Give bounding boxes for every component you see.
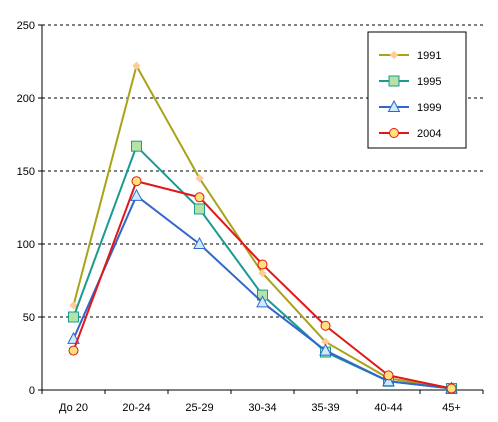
data-point-diamond <box>132 61 141 71</box>
series-lines <box>67 61 458 395</box>
data-point-circle <box>257 259 268 270</box>
data-point-square <box>388 75 400 87</box>
data-point-triangle <box>130 188 143 201</box>
data-point-circle <box>194 192 205 203</box>
legend-entry-1991: 1991 <box>379 50 441 62</box>
data-point-triangle <box>256 295 269 308</box>
data-point-circle <box>383 370 394 381</box>
legend-label: 1999 <box>417 102 441 114</box>
data-point-circle <box>131 176 142 187</box>
x-tick-label: 30-34 <box>248 402 276 414</box>
data-point-diamond <box>258 268 267 278</box>
series-2004 <box>68 176 457 394</box>
y-tick-label: 100 <box>17 239 35 251</box>
x-tick-label: 25-29 <box>185 402 213 414</box>
axes <box>38 24 484 394</box>
y-tick-label: 50 <box>23 312 35 324</box>
y-tick-label: 250 <box>17 20 35 32</box>
x-tick-label: 20-24 <box>122 402 150 414</box>
legend: 1991 1995 1999 2004 <box>367 31 467 149</box>
legend-label: 1995 <box>417 76 441 88</box>
data-point-triangle <box>319 343 332 356</box>
data-point-square <box>194 203 205 215</box>
y-axis-tick-labels: 0 50 100 150 200 250 <box>17 20 35 397</box>
data-point-circle <box>320 320 331 331</box>
x-tick-label: 35-39 <box>311 402 339 414</box>
data-point-square <box>131 140 142 152</box>
data-point-circle <box>446 383 457 394</box>
data-point-circle <box>68 345 79 356</box>
legend-entry-1995: 1995 <box>379 75 441 88</box>
data-point-square <box>68 311 79 323</box>
data-point-diamond <box>195 174 204 183</box>
y-tick-label: 200 <box>17 93 35 105</box>
legend-entry-1999: 1999 <box>379 99 441 114</box>
data-point-diamond <box>389 50 399 60</box>
data-point-triangle <box>193 236 206 249</box>
x-tick-label: До 20 <box>59 402 88 414</box>
legend-label: 2004 <box>417 128 441 140</box>
x-tick-label: 40-44 <box>374 402 402 414</box>
y-tick-label: 150 <box>17 166 35 178</box>
legend-box <box>367 31 467 149</box>
x-axis-tick-labels: До 20 20-24 25-29 30-34 35-39 40-44 45+ <box>59 402 461 414</box>
legend-label: 1991 <box>417 50 441 62</box>
data-point-circle <box>389 128 399 138</box>
legend-entry-2004: 2004 <box>379 128 441 140</box>
data-point-triangle <box>387 99 401 112</box>
y-tick-label: 0 <box>29 385 35 397</box>
data-point-diamond <box>69 301 78 310</box>
data-point-triangle <box>382 374 395 387</box>
x-tick-label: 45+ <box>442 402 461 414</box>
